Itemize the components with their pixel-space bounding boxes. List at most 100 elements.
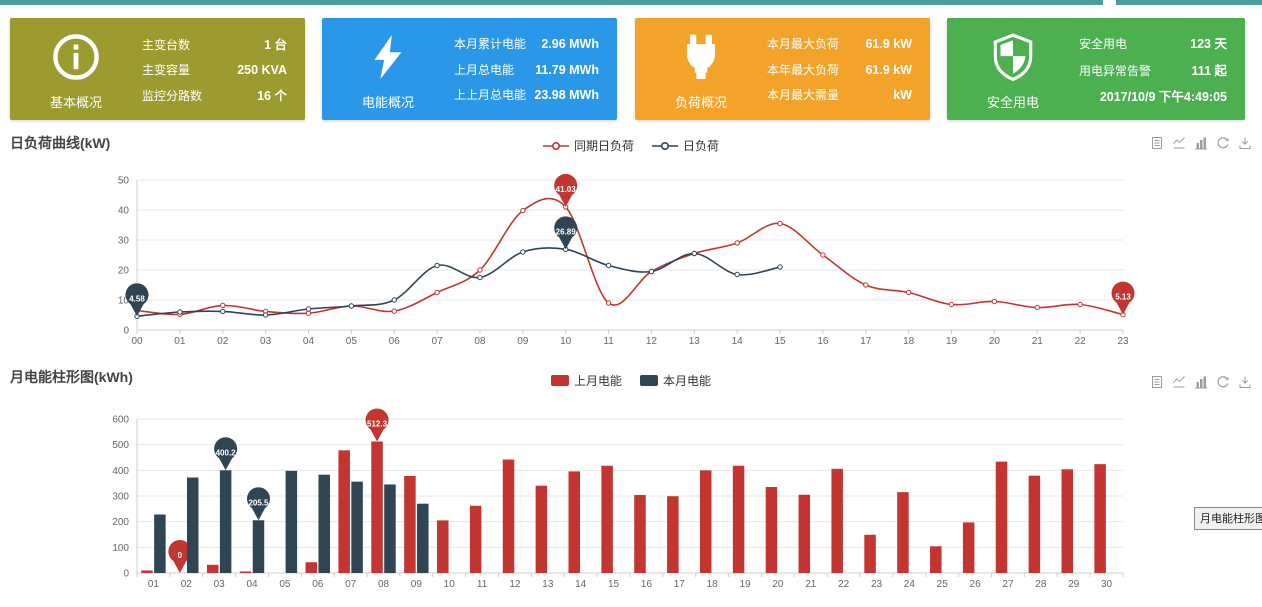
data-point[interactable] [605,300,612,306]
bar[interactable] [930,546,942,573]
bar[interactable] [252,520,265,573]
axis-label: 09 [411,579,423,590]
data-point[interactable] [348,303,355,309]
data-point[interactable] [991,298,998,305]
bar[interactable] [864,534,876,573]
card-basic-overview: 基本概况 主变台数 1 台 主变容量 250 KVA 监控分路数 16 个 [10,18,305,120]
bar[interactable] [1028,475,1041,573]
mark-pin [554,216,578,250]
bar[interactable] [535,485,548,573]
data-point[interactable] [434,289,440,296]
data-point[interactable] [520,207,526,214]
data-point[interactable] [734,271,740,278]
bar[interactable] [141,570,153,573]
data-point[interactable] [262,312,269,318]
bar[interactable] [187,477,199,573]
restore-icon[interactable] [1216,136,1230,150]
data-point[interactable] [477,274,483,281]
data-point[interactable] [477,267,483,273]
data-point[interactable] [734,240,740,246]
data-view-icon[interactable] [1150,375,1164,389]
data-point[interactable] [220,302,226,309]
bar[interactable] [417,503,429,573]
bar[interactable] [634,494,646,573]
bar[interactable] [469,505,482,573]
data-point[interactable] [1077,301,1083,308]
axis-label: 16 [817,336,829,347]
data-point[interactable] [905,289,912,296]
bar[interactable] [285,470,298,573]
legend-item-daily-load[interactable]: 日负荷 [652,137,719,154]
bar[interactable] [1061,469,1074,573]
data-point[interactable] [305,306,312,312]
data-point[interactable] [948,301,955,308]
bar[interactable] [732,465,745,573]
data-point[interactable] [391,308,397,314]
download-icon[interactable] [1238,375,1252,389]
axis-label: 20 [989,336,1001,347]
mark-pin-label: 5.13 [1115,293,1131,302]
daily-load-line-chart[interactable]: 0 10 20 30 40 50 00 01 02 03 04 05 06 07 08 09 10 11 12 13 1… [0,165,1262,360]
bar[interactable] [318,474,330,573]
bar[interactable] [995,461,1008,573]
stat-label: 用电异常告警 [1079,63,1152,78]
bar[interactable] [1094,464,1106,573]
data-point[interactable] [820,252,826,258]
bar-chart-switch-icon[interactable] [1194,136,1208,150]
bar[interactable] [568,471,581,573]
stat-value: 111 起 [1191,63,1227,78]
line-chart-switch-icon[interactable] [1172,375,1186,389]
bar[interactable] [384,484,396,573]
bar[interactable] [305,562,318,573]
axis-label: 13 [542,579,554,590]
data-point[interactable] [648,268,655,275]
legend-item-last-month-energy[interactable]: 上月电能 [550,372,622,389]
bar[interactable] [667,496,679,573]
stat-label: 本年最大负荷 [767,62,840,77]
bar[interactable] [831,468,843,573]
stat-label: 上月总电能 [454,62,515,77]
data-view-icon[interactable] [1150,136,1164,150]
bar[interactable] [437,520,449,573]
data-point[interactable] [391,297,397,303]
stat-label: 本月最大需量 [767,88,840,103]
bar[interactable] [601,465,613,573]
bar[interactable] [765,487,778,573]
bar-chart-switch-icon[interactable] [1194,375,1208,389]
legend-item-same-period-daily-load[interactable]: 同期日负荷 [542,137,634,154]
data-point[interactable] [863,282,869,288]
axis-label: 200 [112,517,129,528]
bar[interactable] [154,514,166,573]
stat-value: 61.9 kW [865,36,912,51]
data-point[interactable] [777,264,783,270]
data-point[interactable] [777,220,783,227]
axis-label: 21 [1032,336,1044,347]
data-point[interactable] [691,250,698,257]
bar[interactable] [502,459,515,573]
bar[interactable] [206,564,219,573]
bar[interactable] [897,492,909,573]
bar[interactable] [219,470,232,573]
bar[interactable] [798,494,811,573]
bar[interactable] [371,441,383,573]
bar[interactable] [351,481,363,573]
bar[interactable] [962,522,975,573]
download-icon[interactable] [1238,136,1252,150]
data-point[interactable] [1034,304,1040,311]
mark-pin-label: 512.3 [367,420,388,429]
plug-icon [676,18,726,92]
legend-item-this-month-energy[interactable]: 本月电能 [640,372,711,389]
data-point[interactable] [520,249,526,255]
axis-label: 17 [674,579,686,590]
data-point[interactable] [434,262,440,269]
data-point[interactable] [605,262,612,269]
data-point[interactable] [220,308,226,315]
bar[interactable] [239,571,252,573]
bar[interactable] [404,475,416,573]
line-chart-switch-icon[interactable] [1172,136,1186,150]
data-point[interactable] [177,309,183,315]
bar[interactable] [699,470,712,573]
bar[interactable] [338,450,350,573]
restore-icon[interactable] [1216,375,1230,389]
